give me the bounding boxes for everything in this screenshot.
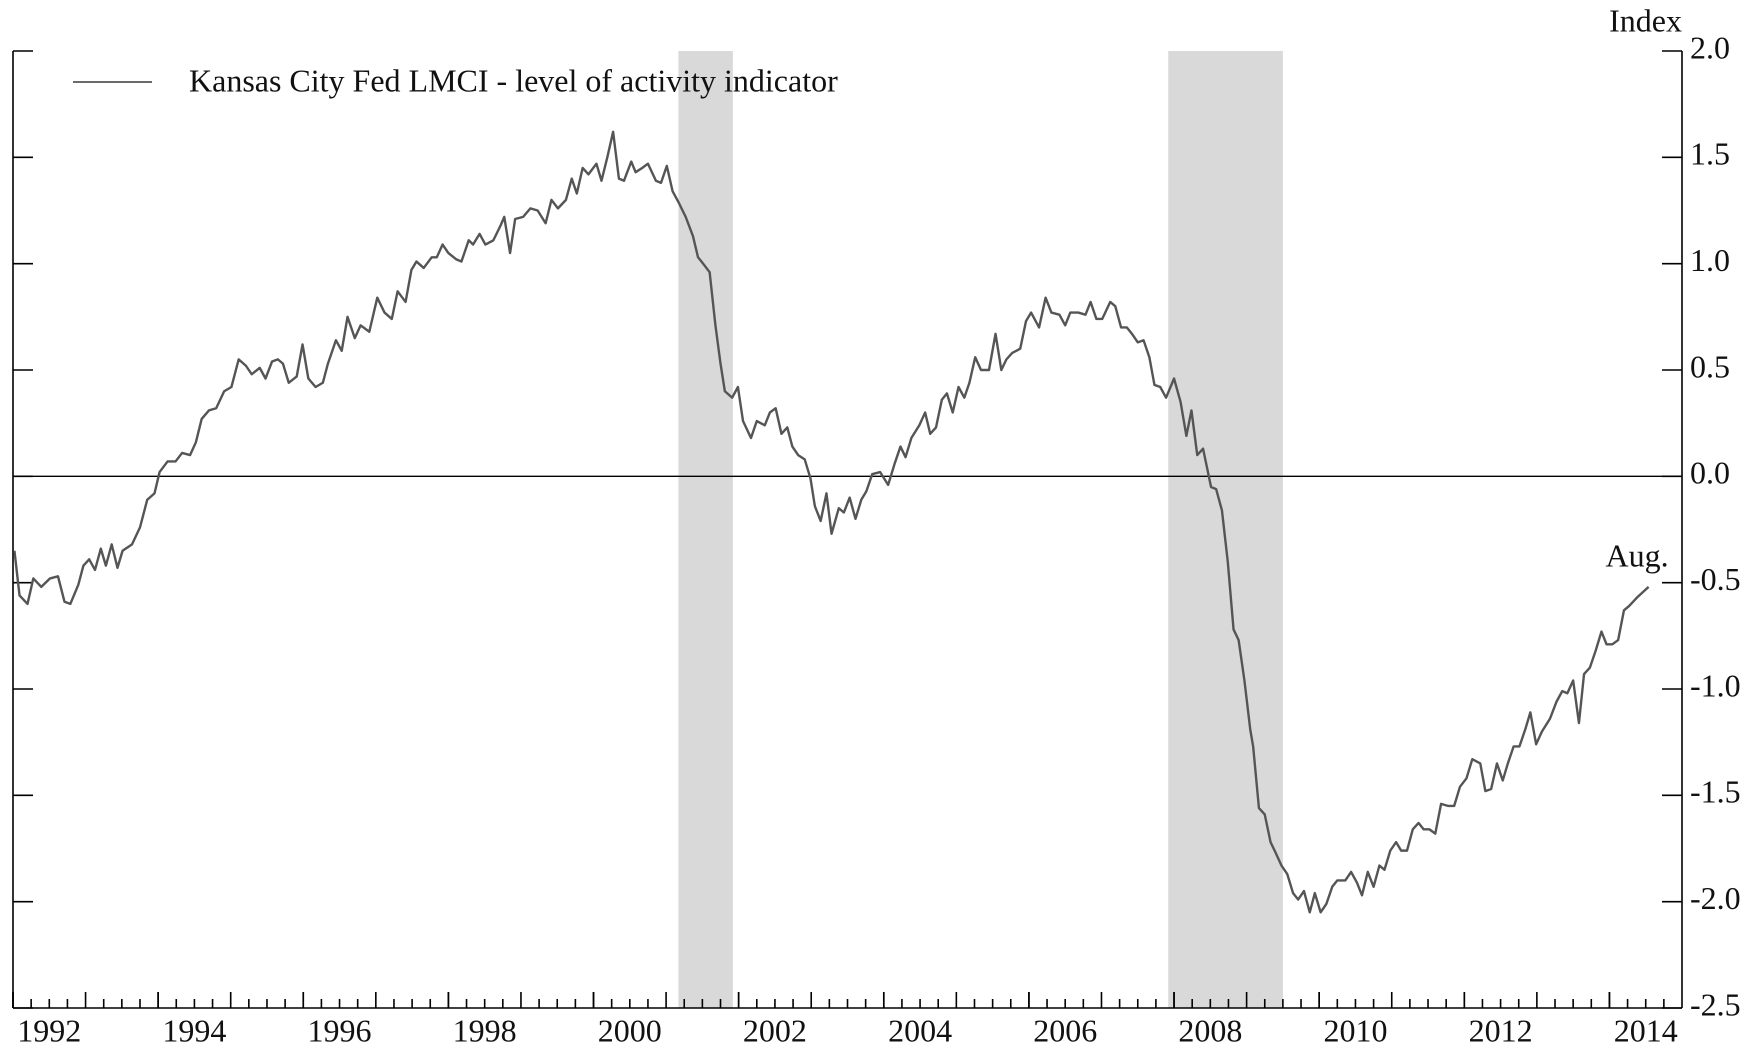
- y-tick-label: -2.0: [1690, 880, 1741, 916]
- x-tick-label: 2010: [1323, 1012, 1387, 1048]
- y-tick-label: 2.0: [1690, 29, 1730, 65]
- x-tick-label: 2008: [1178, 1012, 1242, 1048]
- y-tick-label: 1.5: [1690, 136, 1730, 172]
- x-tick-label: 2004: [888, 1012, 952, 1048]
- y-axis-label: Index: [1609, 2, 1682, 38]
- shaded-period: [678, 51, 733, 1008]
- x-tick-label: 1998: [453, 1012, 517, 1048]
- y-tick-label: -1.0: [1690, 667, 1741, 703]
- x-tick-label: 2014: [1614, 1012, 1678, 1048]
- annotation: Aug.: [1606, 537, 1669, 573]
- x-tick-label: 1994: [162, 1012, 226, 1048]
- x-tick-label: 1992: [17, 1012, 81, 1048]
- x-tick-label: 1996: [308, 1012, 372, 1048]
- y-tick-label: 1.0: [1690, 242, 1730, 278]
- y-tick-label: 0.5: [1690, 348, 1730, 384]
- y-tick-label: 0.0: [1690, 455, 1730, 491]
- x-tick-label: 2006: [1033, 1012, 1097, 1048]
- shaded-period: [1168, 51, 1283, 1008]
- legend-label: Kansas City Fed LMCI - level of activity…: [189, 62, 838, 98]
- y-tick-label: -2.5: [1690, 986, 1741, 1022]
- x-tick-label: 2002: [743, 1012, 807, 1048]
- y-tick-label: -1.5: [1690, 774, 1741, 810]
- y-tick-label: -0.5: [1690, 561, 1741, 597]
- x-tick-label: 2000: [598, 1012, 662, 1048]
- x-tick-label: 2012: [1469, 1012, 1533, 1048]
- series-line: [13, 130, 1650, 914]
